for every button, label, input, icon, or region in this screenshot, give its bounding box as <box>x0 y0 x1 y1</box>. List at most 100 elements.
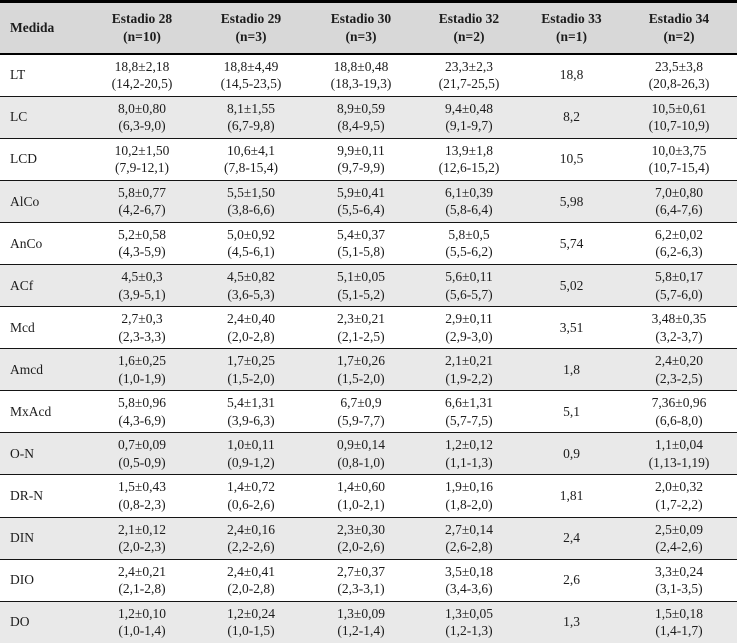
value-cell: 1,4±0,72 (0,6-2,6) <box>196 475 306 517</box>
value-cell: 2,3±0,30 (2,0-2,6) <box>306 517 416 559</box>
value-cell: 1,9±0,16 (1,8-2,0) <box>416 475 522 517</box>
range-value: (6,7-9,8) <box>227 118 275 134</box>
mean-sd-value: 2,4±0,20 <box>655 353 703 369</box>
mean-sd-value: 10,0±3,75 <box>651 142 707 158</box>
value-cell: 8,2 <box>522 96 621 138</box>
value-cell: 5,98 <box>522 180 621 222</box>
value-cell: 10,6±4,1 (7,8-15,4) <box>196 138 306 180</box>
column-header-sublabel: (n=2) <box>663 28 695 44</box>
value-cell: 1,81 <box>522 475 621 517</box>
range-value: (5,9-7,7) <box>337 412 385 428</box>
range-value: (1,5-2,0) <box>227 370 275 386</box>
value-cell: 10,0±3,75 (10,7-15,4) <box>621 138 737 180</box>
mean-sd-value: 1,2±0,10 <box>118 605 166 621</box>
mean-sd-value: 5,8±0,77 <box>118 184 166 200</box>
column-header-sublabel: (n=1) <box>556 28 587 44</box>
range-value: (3,6-5,3) <box>227 286 275 302</box>
value-cell: 2,5±0,09 (2,4-2,6) <box>621 517 737 559</box>
mean-sd-value: 5,1±0,05 <box>337 268 385 284</box>
mean-sd-value: 13,9±1,8 <box>445 142 493 158</box>
value-cell: 4,5±0,82 (3,6-5,3) <box>196 264 306 306</box>
value-cell: 1,2±0,12 (1,1-1,3) <box>416 433 522 475</box>
range-value: (5,8-6,4) <box>445 202 493 218</box>
range-value: (2,1-2,5) <box>337 328 385 344</box>
mean-sd-value: 18,8±4,49 <box>223 58 279 74</box>
range-value: (3,9-5,1) <box>118 286 166 302</box>
value-cell: 8,9±0,59 (8,4-9,5) <box>306 96 416 138</box>
mean-sd-value: 1,2±0,24 <box>227 605 275 621</box>
value-cell: 9,9±0,11 (9,7-9,9) <box>306 138 416 180</box>
mean-sd-value: 8,2 <box>563 109 580 125</box>
mean-sd-value: 23,3±2,3 <box>445 58 493 74</box>
range-value: (12,6-15,2) <box>438 160 500 176</box>
column-header-estadio30: Estadio 30 (n=3) <box>306 1 416 55</box>
value-cell: 2,7±0,3 (2,3-3,3) <box>88 307 196 349</box>
mean-sd-value: 10,5±0,61 <box>651 100 707 116</box>
value-cell: 3,5±0,18 (3,4-3,6) <box>416 559 522 601</box>
mean-sd-value: 1,7±0,25 <box>227 353 275 369</box>
range-value: (5,7-7,5) <box>445 412 493 428</box>
mean-sd-value: 1,7±0,26 <box>337 353 385 369</box>
range-value: (14,5-23,5) <box>220 76 282 92</box>
range-value: (0,8-1,0) <box>337 454 385 470</box>
mean-sd-value: 4,5±0,82 <box>227 268 275 284</box>
table-row-dr-n: DR-N 1,5±0,43 (0,8-2,3) 1,4±0,72 (0,6-2,… <box>0 474 737 517</box>
value-cell: 9,4±0,48 (9,1-9,7) <box>416 96 522 138</box>
value-cell: 10,5 <box>522 138 621 180</box>
value-cell: 2,4±0,40 (2,0-2,8) <box>196 307 306 349</box>
mean-sd-value: 5,1 <box>563 404 580 420</box>
value-cell: 6,7±0,9 (5,9-7,7) <box>306 391 416 433</box>
value-cell: 0,9 <box>522 433 621 475</box>
range-value: (10,7-10,9) <box>648 118 710 134</box>
value-cell: 1,0±0,11 (0,9-1,2) <box>196 433 306 475</box>
column-header-sublabel: (n=10) <box>123 28 161 44</box>
value-cell: 6,6±1,31 (5,7-7,5) <box>416 391 522 433</box>
range-value: (2,3-2,5) <box>655 370 703 386</box>
range-value: (20,8-26,3) <box>648 76 710 92</box>
value-cell: 2,1±0,12 (2,0-2,3) <box>88 517 196 559</box>
measure-label: ACf <box>10 277 34 293</box>
value-cell: 2,7±0,14 (2,6-2,8) <box>416 517 522 559</box>
range-value: (2,0-2,3) <box>118 539 166 555</box>
mean-sd-value: 3,3±0,24 <box>655 563 703 579</box>
range-value: (1,2-1,3) <box>445 623 493 639</box>
range-value: (6,3-9,0) <box>118 118 166 134</box>
value-cell: 23,3±2,3 (21,7-25,5) <box>416 54 522 97</box>
mean-sd-value: 23,5±3,8 <box>655 58 703 74</box>
range-value: (1,0-2,1) <box>337 496 385 512</box>
value-cell: 1,4±0,60 (1,0-2,1) <box>306 475 416 517</box>
range-value: (5,5-6,4) <box>337 202 385 218</box>
mean-sd-value: 6,6±1,31 <box>445 395 493 411</box>
value-cell: 8,1±1,55 (6,7-9,8) <box>196 96 306 138</box>
value-cell: 3,51 <box>522 307 621 349</box>
measure-label: AlCo <box>10 193 40 209</box>
value-cell: 1,1±0,04 (1,13-1,19) <box>621 433 737 475</box>
mean-sd-value: 2,0±0,32 <box>655 479 703 495</box>
range-value: (1,7-2,2) <box>655 496 703 512</box>
table-row-lcd: LCD 10,2±1,50 (7,9-12,1) 10,6±4,1 (7,8-1… <box>0 138 737 180</box>
mean-sd-value: 18,8±2,18 <box>114 58 170 74</box>
measure-label: DR-N <box>10 488 43 504</box>
range-value: (2,6-2,8) <box>445 539 493 555</box>
table-row-anco: AnCo 5,2±0,58 (4,3-5,9) 5,0±0,92 (4,5-6,… <box>0 222 737 264</box>
column-header-label: Estadio 28 <box>111 11 173 27</box>
column-header-label: Estadio 30 <box>330 11 392 27</box>
value-cell: 0,9±0,14 (0,8-1,0) <box>306 433 416 475</box>
measure-label: AnCo <box>10 235 43 251</box>
mean-sd-value: 10,6±4,1 <box>227 142 275 158</box>
header-row: Medida Estadio 28 (n=10) Estadio 29 (n=3… <box>0 1 737 55</box>
mean-sd-value: 2,9±0,11 <box>445 311 493 327</box>
column-header-label: Medida <box>10 19 55 35</box>
value-cell: 3,48±0,35 (3,2-3,7) <box>621 307 737 349</box>
value-cell: 18,8±2,18 (14,2-20,5) <box>88 54 196 97</box>
range-value: (4,2-6,7) <box>118 202 166 218</box>
mean-sd-value: 2,5±0,09 <box>655 521 703 537</box>
value-cell: 1,2±0,10 (1,0-1,4) <box>88 601 196 643</box>
value-cell: 5,1 <box>522 391 621 433</box>
mean-sd-value: 1,3 <box>563 614 580 630</box>
range-value: (3,4-3,6) <box>445 581 493 597</box>
range-value: (10,7-15,4) <box>648 160 710 176</box>
range-value: (3,9-6,3) <box>227 412 275 428</box>
value-cell: 5,9±0,41 (5,5-6,4) <box>306 180 416 222</box>
